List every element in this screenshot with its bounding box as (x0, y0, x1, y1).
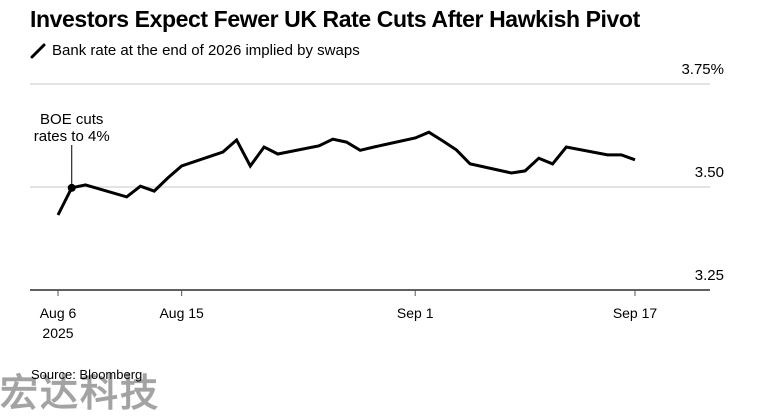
line-chart: 3.75% 3.50 3.25 Aug 6 2025 Aug 15 Sep 1 Sep 17… (0, 0, 770, 405)
series-line (58, 132, 635, 215)
annotation-label: BOE cuts (40, 111, 103, 128)
annotation-marker (68, 184, 76, 192)
x-tick-label: Aug 6 (40, 305, 77, 321)
x-tick-label: Aug 15 (159, 305, 204, 321)
y-tick-label: 3.75% (681, 61, 724, 78)
x-tick-label: Sep 1 (397, 305, 434, 321)
annotation-label: rates to 4% (34, 128, 110, 145)
source-note: Source: Bloomberg (31, 367, 142, 382)
y-tick-label: 3.25 (695, 267, 724, 284)
x-tick-sublabel: 2025 (42, 325, 73, 341)
y-tick-label: 3.50 (695, 164, 724, 181)
x-tick-label: Sep 17 (613, 305, 658, 321)
